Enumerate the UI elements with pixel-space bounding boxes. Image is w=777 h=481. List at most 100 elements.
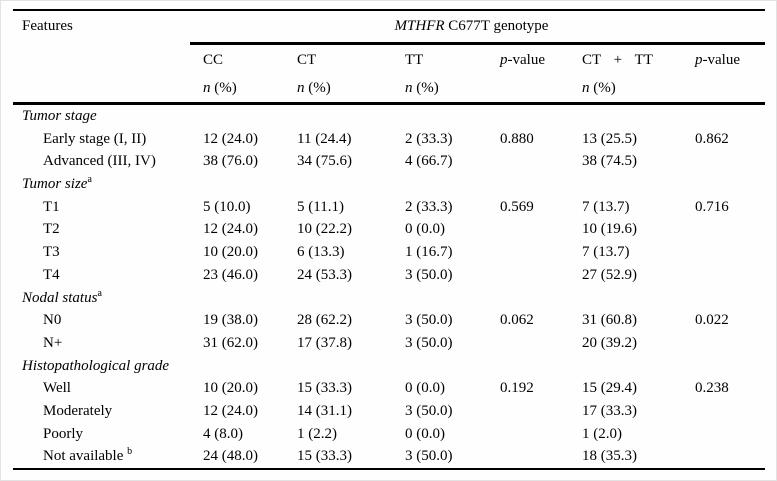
cell-ct-plus-tt bbox=[582, 105, 695, 128]
cell-p-value-1 bbox=[500, 218, 582, 241]
cell-p-value-1 bbox=[500, 150, 582, 173]
cell-ct-plus-tt bbox=[582, 287, 695, 310]
cell-p-value-2 bbox=[695, 423, 765, 446]
cell-ct bbox=[297, 105, 405, 128]
text-segment: n bbox=[203, 80, 211, 96]
data-row: T1 5 (10.0) 5 (11.1) 2 (33.3) 0.569 7 (13.7) 0… bbox=[13, 196, 765, 219]
cell-p-value-1 bbox=[500, 355, 582, 378]
text-segment: -value bbox=[507, 51, 545, 68]
cell-cc bbox=[203, 355, 297, 378]
cell-p-value-1 bbox=[500, 264, 582, 287]
cell-tt: 0 (0.0) bbox=[405, 380, 445, 397]
cell-ct-plus-tt: 7 (13.7) bbox=[582, 198, 630, 215]
text-segment: Tumor stage bbox=[22, 108, 97, 124]
genotype-features-table: Features MTHFR C677T genotype CC CT TT p-va… bbox=[13, 9, 765, 470]
row-label: T1 bbox=[13, 196, 203, 219]
cell-ct: 15 (33.3) bbox=[297, 380, 352, 397]
cell-cc: 5 (10.0) bbox=[203, 198, 251, 215]
section-label: Histopathological grade bbox=[13, 355, 203, 378]
data-row: Early stage (I, II) 12 (24.0) 11 (24.4) 2 (… bbox=[13, 128, 765, 151]
cell-tt: 0 (0.0) bbox=[405, 221, 445, 238]
column-header-p-value-2: p-value bbox=[695, 52, 765, 69]
cell-cc bbox=[203, 105, 297, 128]
superscript-note: a bbox=[97, 287, 102, 299]
text-segment: n bbox=[405, 80, 413, 96]
text-segment: Well bbox=[43, 380, 71, 397]
text-segment: (%) bbox=[210, 80, 237, 96]
column-header-cc: CC bbox=[203, 52, 297, 69]
cell-cc: 10 (20.0) bbox=[203, 244, 258, 261]
cell-cc: 24 (48.0) bbox=[203, 448, 258, 465]
column-header-tt: TT bbox=[405, 52, 500, 69]
cell-p-value-2: 0.238 bbox=[695, 380, 729, 397]
cell-p-value-1 bbox=[500, 105, 582, 128]
cell-ct-plus-tt: 13 (25.5) bbox=[582, 130, 637, 147]
text-segment: Not available bbox=[43, 448, 128, 465]
cell-tt: 4 (66.7) bbox=[405, 153, 453, 170]
text-segment: CT bbox=[297, 51, 317, 68]
cell-ct-plus-tt: 27 (52.9) bbox=[582, 266, 637, 283]
cell-p-value-1 bbox=[500, 241, 582, 264]
text-segment: (%) bbox=[589, 80, 616, 96]
row-label: N+ bbox=[13, 332, 203, 355]
text-segment: (%) bbox=[412, 80, 439, 96]
cell-ct-plus-tt: 38 (74.5) bbox=[582, 153, 637, 170]
text-segment: Nodal status bbox=[22, 289, 98, 306]
cell-p-value-2 bbox=[695, 150, 765, 173]
cell-ct: 10 (22.2) bbox=[297, 221, 352, 238]
text-segment: CC bbox=[203, 51, 224, 68]
cell-p-value-1 bbox=[500, 173, 582, 196]
cell-cc: 4 (8.0) bbox=[203, 425, 243, 442]
cell-cc: 19 (38.0) bbox=[203, 312, 258, 329]
text-segment: n bbox=[582, 80, 590, 96]
text-segment: CT + TT bbox=[582, 51, 653, 68]
cell-ct: 5 (11.1) bbox=[297, 198, 344, 215]
text-segment: p bbox=[500, 51, 508, 68]
cell-tt: 3 (50.0) bbox=[405, 448, 453, 465]
cell-p-value-2: 0.716 bbox=[695, 198, 729, 215]
cell-p-value-1: 0.062 bbox=[500, 312, 534, 329]
text-segment: Moderately bbox=[43, 402, 113, 419]
superscript-note: b bbox=[127, 446, 133, 458]
text-segment: TT bbox=[405, 51, 424, 68]
cell-ct: 14 (31.1) bbox=[297, 402, 352, 419]
text-segment: N+ bbox=[43, 334, 63, 351]
text-segment: n bbox=[297, 80, 305, 96]
cell-tt: 1 (16.7) bbox=[405, 244, 453, 261]
genotype-span-rule bbox=[190, 42, 765, 45]
table-header: Features MTHFR C677T genotype CC CT TT p-va… bbox=[13, 11, 765, 105]
data-row: Well 10 (20.0) 15 (33.3) 0 (0.0) 0.192 15 (29… bbox=[13, 377, 765, 400]
cell-ct bbox=[297, 355, 405, 378]
cell-p-value-1 bbox=[500, 287, 582, 310]
section-row: Histopathological grade bbox=[13, 355, 765, 378]
cell-cc: 38 (76.0) bbox=[203, 153, 258, 170]
column-subheader-cc: n (%) bbox=[203, 80, 297, 97]
cell-ct: 28 (62.2) bbox=[297, 312, 352, 329]
cell-cc: 10 (20.0) bbox=[203, 380, 258, 397]
cell-ct: 17 (37.8) bbox=[297, 334, 352, 351]
data-row: Advanced (III, IV) 38 (76.0) 34 (75.6) 4 (6… bbox=[13, 150, 765, 173]
column-labels-row: CC CT TT p-value CT + TT p-value bbox=[13, 45, 765, 75]
column-header-p-value-1: p-value bbox=[500, 52, 582, 69]
cell-ct: 6 (13.3) bbox=[297, 244, 345, 261]
cell-tt bbox=[405, 173, 500, 196]
cell-tt bbox=[405, 287, 500, 310]
column-header-ct-plus-tt: CT + TT bbox=[582, 52, 695, 69]
cell-ct bbox=[297, 287, 405, 310]
cell-tt: 3 (50.0) bbox=[405, 312, 453, 329]
cell-tt: 3 (50.0) bbox=[405, 334, 453, 351]
text-segment: Histopathological grade bbox=[22, 357, 170, 374]
row-label: Moderately bbox=[13, 400, 203, 423]
section-label: Tumor sizea bbox=[13, 173, 203, 196]
row-label: Advanced (III, IV) bbox=[13, 150, 203, 173]
cell-ct-plus-tt: 20 (39.2) bbox=[582, 334, 637, 351]
cell-p-value-2 bbox=[695, 445, 765, 468]
column-subheader-ct: n (%) bbox=[297, 80, 405, 97]
cell-p-value-2 bbox=[695, 355, 765, 378]
text-segment: (%) bbox=[304, 80, 331, 96]
cell-ct-plus-tt: 10 (19.6) bbox=[582, 221, 637, 238]
cell-p-value-2 bbox=[695, 218, 765, 241]
cell-p-value-2: 0.862 bbox=[695, 130, 729, 147]
cell-cc: 12 (24.0) bbox=[203, 130, 258, 147]
